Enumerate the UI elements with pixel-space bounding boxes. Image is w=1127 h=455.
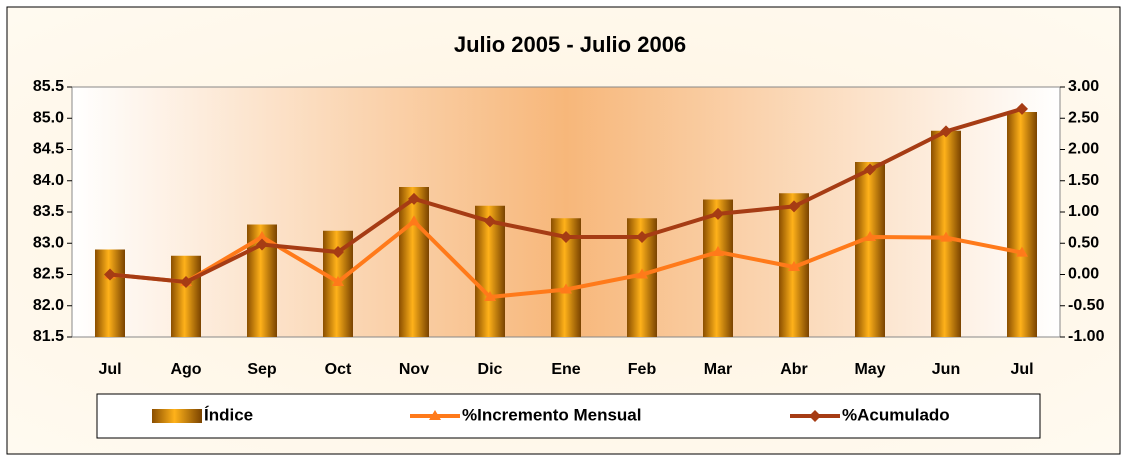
legend-marker xyxy=(809,410,821,422)
x-tick-label: Nov xyxy=(399,361,429,378)
y2-tick-label: 1.00 xyxy=(1068,203,1099,220)
line-marker xyxy=(484,215,496,228)
legend-label: %Acumulado xyxy=(842,405,950,424)
y-tick-label: 84.5 xyxy=(33,141,64,158)
y-tick-label: 83.5 xyxy=(33,203,64,220)
x-tick-label: Mar xyxy=(704,361,732,378)
line-marker xyxy=(712,246,724,256)
line-marker xyxy=(256,238,268,251)
x-tick-label: Feb xyxy=(628,361,657,378)
y2-tick-label: 3.00 xyxy=(1068,78,1099,95)
y2-tick-label: 0.50 xyxy=(1068,234,1099,251)
line-marker xyxy=(256,231,268,241)
x-tick-label: Ene xyxy=(551,361,580,378)
line-marker xyxy=(940,231,952,242)
bar xyxy=(95,249,125,337)
line-marker xyxy=(864,231,876,241)
legend-label: %Incremento Mensual xyxy=(462,405,642,424)
x-tick-label: Dic xyxy=(478,361,503,378)
line-marker xyxy=(636,268,648,279)
y-tick-label: 83.0 xyxy=(33,234,64,251)
line-marker xyxy=(1016,102,1028,115)
line-marker xyxy=(484,291,496,301)
y-tick-label: 82.5 xyxy=(33,266,64,283)
y-tick-label: 81.5 xyxy=(33,328,64,345)
legend-swatch xyxy=(152,409,202,423)
y2-tick-label: 0.00 xyxy=(1068,266,1099,283)
x-tick-label: Jul xyxy=(1010,361,1033,378)
x-tick-label: Abr xyxy=(780,361,808,378)
y2-tick-label: 2.00 xyxy=(1068,141,1099,158)
line-marker xyxy=(636,231,648,243)
line-marker xyxy=(408,192,420,205)
x-tick-label: Jul xyxy=(98,361,121,378)
x-tick-label: May xyxy=(854,361,885,378)
bar xyxy=(475,205,505,337)
bar xyxy=(171,255,201,337)
y2-tick-label: -0.50 xyxy=(1068,297,1105,314)
legend-marker xyxy=(429,410,441,420)
y-tick-label: 85.0 xyxy=(33,109,64,126)
line-marker xyxy=(332,276,344,286)
bar xyxy=(399,187,429,337)
line-marker xyxy=(788,261,800,271)
line-marker xyxy=(560,231,572,243)
y2-tick-label: 2.50 xyxy=(1068,109,1099,126)
bar xyxy=(703,199,733,337)
y-tick-label: 85.5 xyxy=(33,78,64,95)
x-tick-label: Ago xyxy=(170,361,201,378)
y-tick-label: 84.0 xyxy=(33,172,64,189)
line-marker xyxy=(712,207,724,220)
line-marker xyxy=(180,276,192,288)
line-marker xyxy=(940,125,952,138)
legend-label: Índice xyxy=(204,405,253,424)
line-marker xyxy=(1016,246,1028,257)
line-marker xyxy=(104,268,116,281)
line-marker xyxy=(560,283,572,294)
x-tick-label: Oct xyxy=(325,361,352,378)
y2-tick-label: 1.50 xyxy=(1068,172,1099,189)
line-marker xyxy=(864,163,876,176)
x-tick-label: Sep xyxy=(247,361,277,378)
y2-tick-label: -1.00 xyxy=(1068,328,1105,345)
line-marker xyxy=(788,200,800,213)
chart-title: Julio 2005 - Julio 2006 xyxy=(454,32,686,57)
line-marker xyxy=(408,215,420,226)
legend-box xyxy=(96,393,1041,439)
line-marker xyxy=(332,246,344,258)
x-tick-label: Jun xyxy=(932,361,960,378)
bar xyxy=(855,162,885,337)
y-tick-label: 82.0 xyxy=(33,297,64,314)
bar xyxy=(1007,112,1037,337)
